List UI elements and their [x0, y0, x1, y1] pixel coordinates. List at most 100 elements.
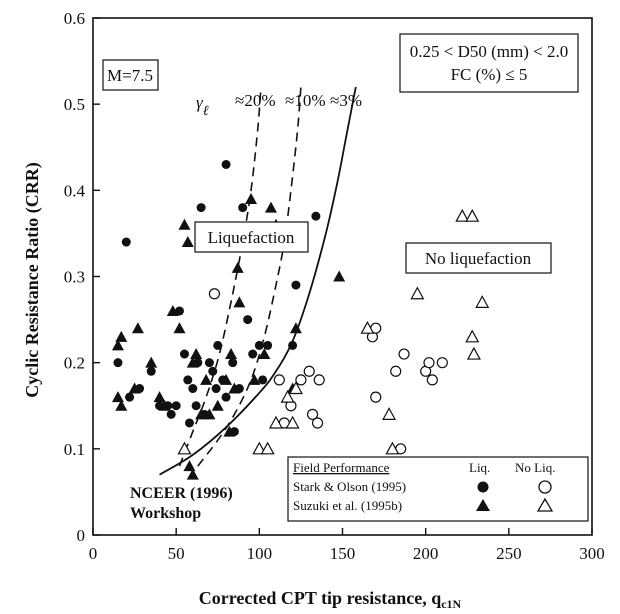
point-liq-triangle — [181, 236, 194, 248]
point-noliq-triangle — [466, 346, 481, 360]
point-liq-triangle — [264, 201, 277, 213]
point-liq-circle — [121, 237, 131, 247]
point-liq-circle — [288, 340, 298, 350]
legend: Field Performance Liq. No Liq. Stark & O… — [287, 456, 589, 522]
point-liq-circle — [291, 280, 301, 290]
no-liquefaction-zone-box — [405, 242, 552, 274]
point-noliq-triangle — [360, 320, 375, 334]
point-liq-triangle — [223, 425, 236, 437]
strain-curves — [159, 86, 357, 476]
point-liq-triangle — [245, 192, 258, 204]
point-noliq-triangle — [382, 407, 397, 420]
legend-marker-liq-triangle — [476, 499, 490, 511]
point-liq-circle — [243, 315, 253, 325]
point-liq-triangle — [195, 408, 208, 420]
nceer-label-line-2: Workshop — [130, 505, 201, 522]
point-liq-triangle — [166, 304, 179, 316]
point-liq-circle — [208, 366, 218, 376]
y-tick-label: 0.6 — [64, 9, 85, 28]
y-tick-label: 0.5 — [64, 95, 85, 114]
point-noliq-triangle — [410, 286, 425, 300]
point-liq-circle — [221, 159, 231, 169]
point-liq-circle — [188, 384, 198, 394]
strain-label-20: ≈20% — [235, 91, 276, 110]
point-liq-triangle — [186, 356, 199, 368]
legend-marker-noliq-triangle — [536, 497, 554, 512]
point-liq-triangle — [190, 348, 203, 360]
condition-line-2: FC (%) ≤ 5 — [451, 65, 528, 84]
strain-label-10: ≈10% — [285, 91, 326, 110]
point-noliq-triangle — [475, 295, 490, 308]
point-noliq-triangle — [268, 415, 283, 429]
no-liquefaction-zone-label: No liquefaction — [425, 249, 532, 268]
point-liq-triangle — [173, 322, 186, 334]
magnitude-box — [102, 59, 159, 91]
y-axis-label: Cyclic Resistance Ratio (CRR) — [22, 162, 43, 397]
point-liq-triangle — [115, 399, 128, 411]
point-noliq-circle — [423, 357, 435, 369]
legend-row-suzuki: Suzuki et al. (1995b) — [293, 498, 402, 513]
point-liq-triangle — [289, 322, 302, 334]
condition-box — [399, 33, 579, 93]
x-tick-label: 200 — [413, 544, 439, 563]
magnitude-label: M=7.5 — [107, 66, 153, 85]
x-axis-label: Corrected CPT tip resistance, qc1N — [199, 588, 462, 611]
strain-label-3: ≈3% — [330, 91, 362, 110]
x-tick-label: 250 — [496, 544, 522, 563]
point-liq-triangle — [158, 399, 171, 411]
point-liq-triangle — [145, 356, 158, 368]
point-noliq-triangle — [177, 441, 192, 455]
point-noliq-triangle — [385, 441, 400, 455]
point-noliq-circle — [370, 391, 382, 403]
point-noliq-circle — [436, 357, 448, 369]
point-noliq-triangle — [252, 441, 267, 455]
legend-col-liq: Liq. — [469, 460, 490, 475]
y-tick-label: 0.4 — [64, 181, 86, 200]
point-liq-triangle — [183, 460, 196, 472]
point-noliq-circle — [208, 288, 221, 300]
data-points — [111, 159, 490, 480]
point-liq-triangle — [111, 391, 124, 403]
point-liq-triangle — [153, 391, 166, 403]
legend-marker-noliq-circle — [538, 480, 552, 494]
point-liq-circle — [248, 349, 258, 359]
point-noliq-triangle — [465, 329, 480, 343]
legend-title: Field Performance — [293, 460, 390, 475]
point-liq-circle — [183, 375, 193, 385]
point-liq-triangle — [231, 261, 244, 273]
point-noliq-triangle — [465, 208, 480, 222]
point-noliq-circle — [295, 374, 307, 386]
curve-strain — [178, 86, 262, 467]
point-liq-circle — [113, 358, 123, 368]
point-liq-triangle — [225, 348, 238, 360]
point-liq-triangle — [203, 408, 216, 420]
point-noliq-circle — [311, 417, 324, 429]
x-tick-label: 100 — [247, 544, 273, 563]
point-liq-circle — [228, 358, 238, 368]
point-liq-triangle — [115, 330, 128, 342]
liquefaction-zone-label: Liquefaction — [208, 228, 295, 247]
point-liq-circle — [125, 392, 135, 402]
point-noliq-circle — [303, 365, 315, 377]
x-tick-label: 0 — [89, 544, 98, 563]
point-noliq-triangle — [280, 389, 295, 403]
point-liq-circle — [311, 211, 321, 221]
point-liq-circle — [263, 340, 273, 350]
point-liq-circle — [213, 340, 223, 350]
x-tick-label: 150 — [330, 544, 356, 563]
point-liq-circle — [146, 366, 156, 376]
point-liq-circle — [166, 409, 176, 419]
point-liq-triangle — [178, 218, 191, 230]
y-tick-label: 0.1 — [64, 440, 85, 459]
point-noliq-circle — [390, 365, 402, 377]
point-liq-circle — [184, 418, 194, 428]
condition-line-1: 0.25 < D50 (mm) < 2.0 — [410, 42, 568, 61]
point-liq-triangle — [233, 296, 246, 308]
point-noliq-circle — [306, 408, 319, 420]
point-liq-circle — [191, 401, 201, 411]
point-liq-triangle — [228, 382, 241, 394]
point-liq-triangle — [258, 348, 271, 360]
point-liq-circle — [221, 392, 231, 402]
point-liq-circle — [254, 340, 264, 350]
